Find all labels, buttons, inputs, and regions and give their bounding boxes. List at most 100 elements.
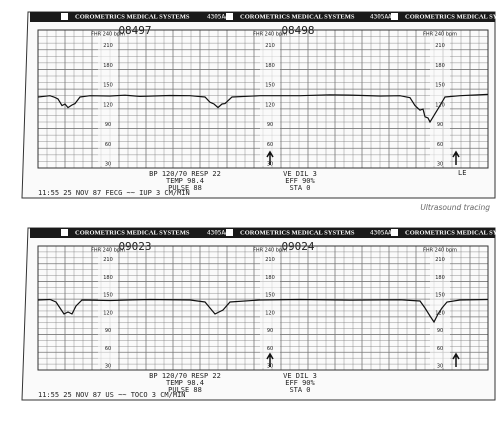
- grid-frame: [37, 29, 489, 169]
- scale-bg: [260, 248, 280, 368]
- scale-title: FHR 240 bpm: [91, 32, 125, 38]
- scale-label: 60: [267, 142, 273, 148]
- scale-title: FHR 240 bpm: [253, 32, 287, 38]
- event-arrow: [266, 352, 274, 367]
- paper-edge: [21, 227, 496, 401]
- scale-label: 180: [103, 63, 113, 69]
- scale-label: 120: [103, 310, 113, 316]
- scale-label: 30: [437, 364, 443, 370]
- scale-title: FHR 240 bpm: [253, 248, 287, 254]
- scale-label: 150: [435, 293, 445, 299]
- paper-edge: [21, 11, 496, 199]
- footer-note: 11:55 25 NOV 87 FECG ~~ IUP 3 CM/MIN: [38, 189, 190, 197]
- scale-label: 60: [267, 346, 273, 352]
- scale-label: 210: [435, 257, 445, 263]
- strip-panel: COROMETRICS MEDICAL SYSTEMS COROMETRICS M…: [21, 11, 500, 199]
- scale-label: 150: [265, 293, 275, 299]
- scale-label: 180: [103, 275, 113, 281]
- exam-note: EFF 90%: [285, 379, 315, 387]
- caption: Ultrasound tracing: [420, 203, 490, 212]
- scale-label: 120: [103, 102, 113, 108]
- vitals-note: TEMP 98.4: [166, 379, 204, 387]
- brand-name: COROMETRICS MEDICAL SYSTEMS: [240, 13, 355, 20]
- page-number: 09023: [118, 240, 151, 253]
- scale-bg: [98, 248, 118, 368]
- scale-label: 30: [267, 364, 273, 370]
- scale-label: 210: [103, 257, 113, 263]
- scale-label: 150: [103, 293, 113, 299]
- header-band: [30, 228, 495, 238]
- scale-label: 150: [265, 83, 275, 89]
- scale-label: 180: [265, 63, 275, 69]
- logo-mark: [391, 13, 398, 20]
- page-number: 08498: [281, 24, 314, 37]
- scale-label: 30: [267, 162, 273, 168]
- exam-note: STA 0: [289, 386, 310, 394]
- exam-note: EFF 90%: [285, 177, 315, 185]
- scale-title: FHR 240 bpm: [423, 32, 457, 38]
- brand-name: COROMETRICS MEDICAL SYSTEMS: [75, 229, 190, 236]
- vitals-note: PULSE 88: [168, 184, 202, 192]
- scale-bg: [98, 32, 118, 166]
- scale-bg: [430, 248, 450, 368]
- vitals-note: TEMP 98.4: [166, 177, 204, 185]
- scale-label: 210: [435, 43, 445, 49]
- scale-label: 30: [437, 162, 443, 168]
- model-number: 4305AAO: [207, 230, 233, 237]
- brand-name: COROMETRICS MEDICAL SYSTEMS: [405, 229, 500, 236]
- model-number: 4305AAO: [370, 14, 396, 21]
- scale-label: 180: [435, 63, 445, 69]
- scale-label: 30: [105, 364, 111, 370]
- scale-title: FHR 240 bpm: [91, 248, 125, 254]
- vitals-note: BP 120/70 RESP 22: [149, 372, 221, 380]
- page-number: 09024: [281, 240, 314, 253]
- logo-mark: [391, 229, 398, 236]
- scale-label: 120: [435, 102, 445, 108]
- scale-label: 150: [435, 83, 445, 89]
- scale-label: 210: [265, 43, 275, 49]
- vitals-note: BP 120/70 RESP 22: [149, 170, 221, 178]
- grid-frame: [37, 245, 489, 371]
- brand-name: COROMETRICS MEDICAL SYSTEMS: [75, 13, 190, 20]
- strip-panel: COROMETRICS MEDICAL SYSTEMS COROMETRICS M…: [21, 227, 500, 401]
- logo-mark: [61, 13, 68, 20]
- fhr-trace: [37, 298, 489, 324]
- scale-label: 60: [437, 346, 443, 352]
- logo-mark: [61, 229, 68, 236]
- scale-label: 90: [267, 328, 273, 334]
- exam-note: VE DIL 3: [283, 372, 317, 380]
- scale-label: 180: [435, 275, 445, 281]
- brand-name: COROMETRICS MEDICAL SYSTEMS: [405, 13, 500, 20]
- fhr-trace: [37, 93, 489, 124]
- scale-label: 90: [105, 328, 111, 334]
- event-arrow: [452, 352, 460, 367]
- scale-label: 60: [437, 142, 443, 148]
- scale-label: 210: [103, 43, 113, 49]
- scale-label: 210: [265, 257, 275, 263]
- scale-label: 90: [267, 122, 273, 128]
- logo-mark: [226, 13, 233, 20]
- scale-label: 120: [435, 310, 445, 316]
- scale-label: 120: [265, 310, 275, 316]
- scale-title: FHR 240 bpm: [423, 248, 457, 254]
- scale-bg: [430, 32, 450, 166]
- scale-label: 90: [437, 122, 443, 128]
- page-number: 08497: [118, 24, 151, 37]
- scale-bg: [260, 32, 280, 166]
- logo-mark: [226, 229, 233, 236]
- scale-label: 30: [105, 162, 111, 168]
- vitals-note: PULSE 88: [168, 386, 202, 394]
- header-band: [30, 12, 495, 22]
- scale-label: 150: [103, 83, 113, 89]
- brand-name: COROMETRICS MEDICAL SYSTEMS: [240, 229, 355, 236]
- model-number: 4305AAO: [207, 14, 233, 21]
- model-number: 4305AAO: [370, 230, 396, 237]
- exam-note: STA 0: [289, 184, 310, 192]
- event-arrow: [452, 150, 460, 165]
- footer-note: 11:55 25 NOV 87 US ~~ TOCO 3 CM/MIN: [38, 391, 186, 399]
- scale-label: 90: [105, 122, 111, 128]
- scale-label: 90: [437, 328, 443, 334]
- scale-label: 60: [105, 142, 111, 148]
